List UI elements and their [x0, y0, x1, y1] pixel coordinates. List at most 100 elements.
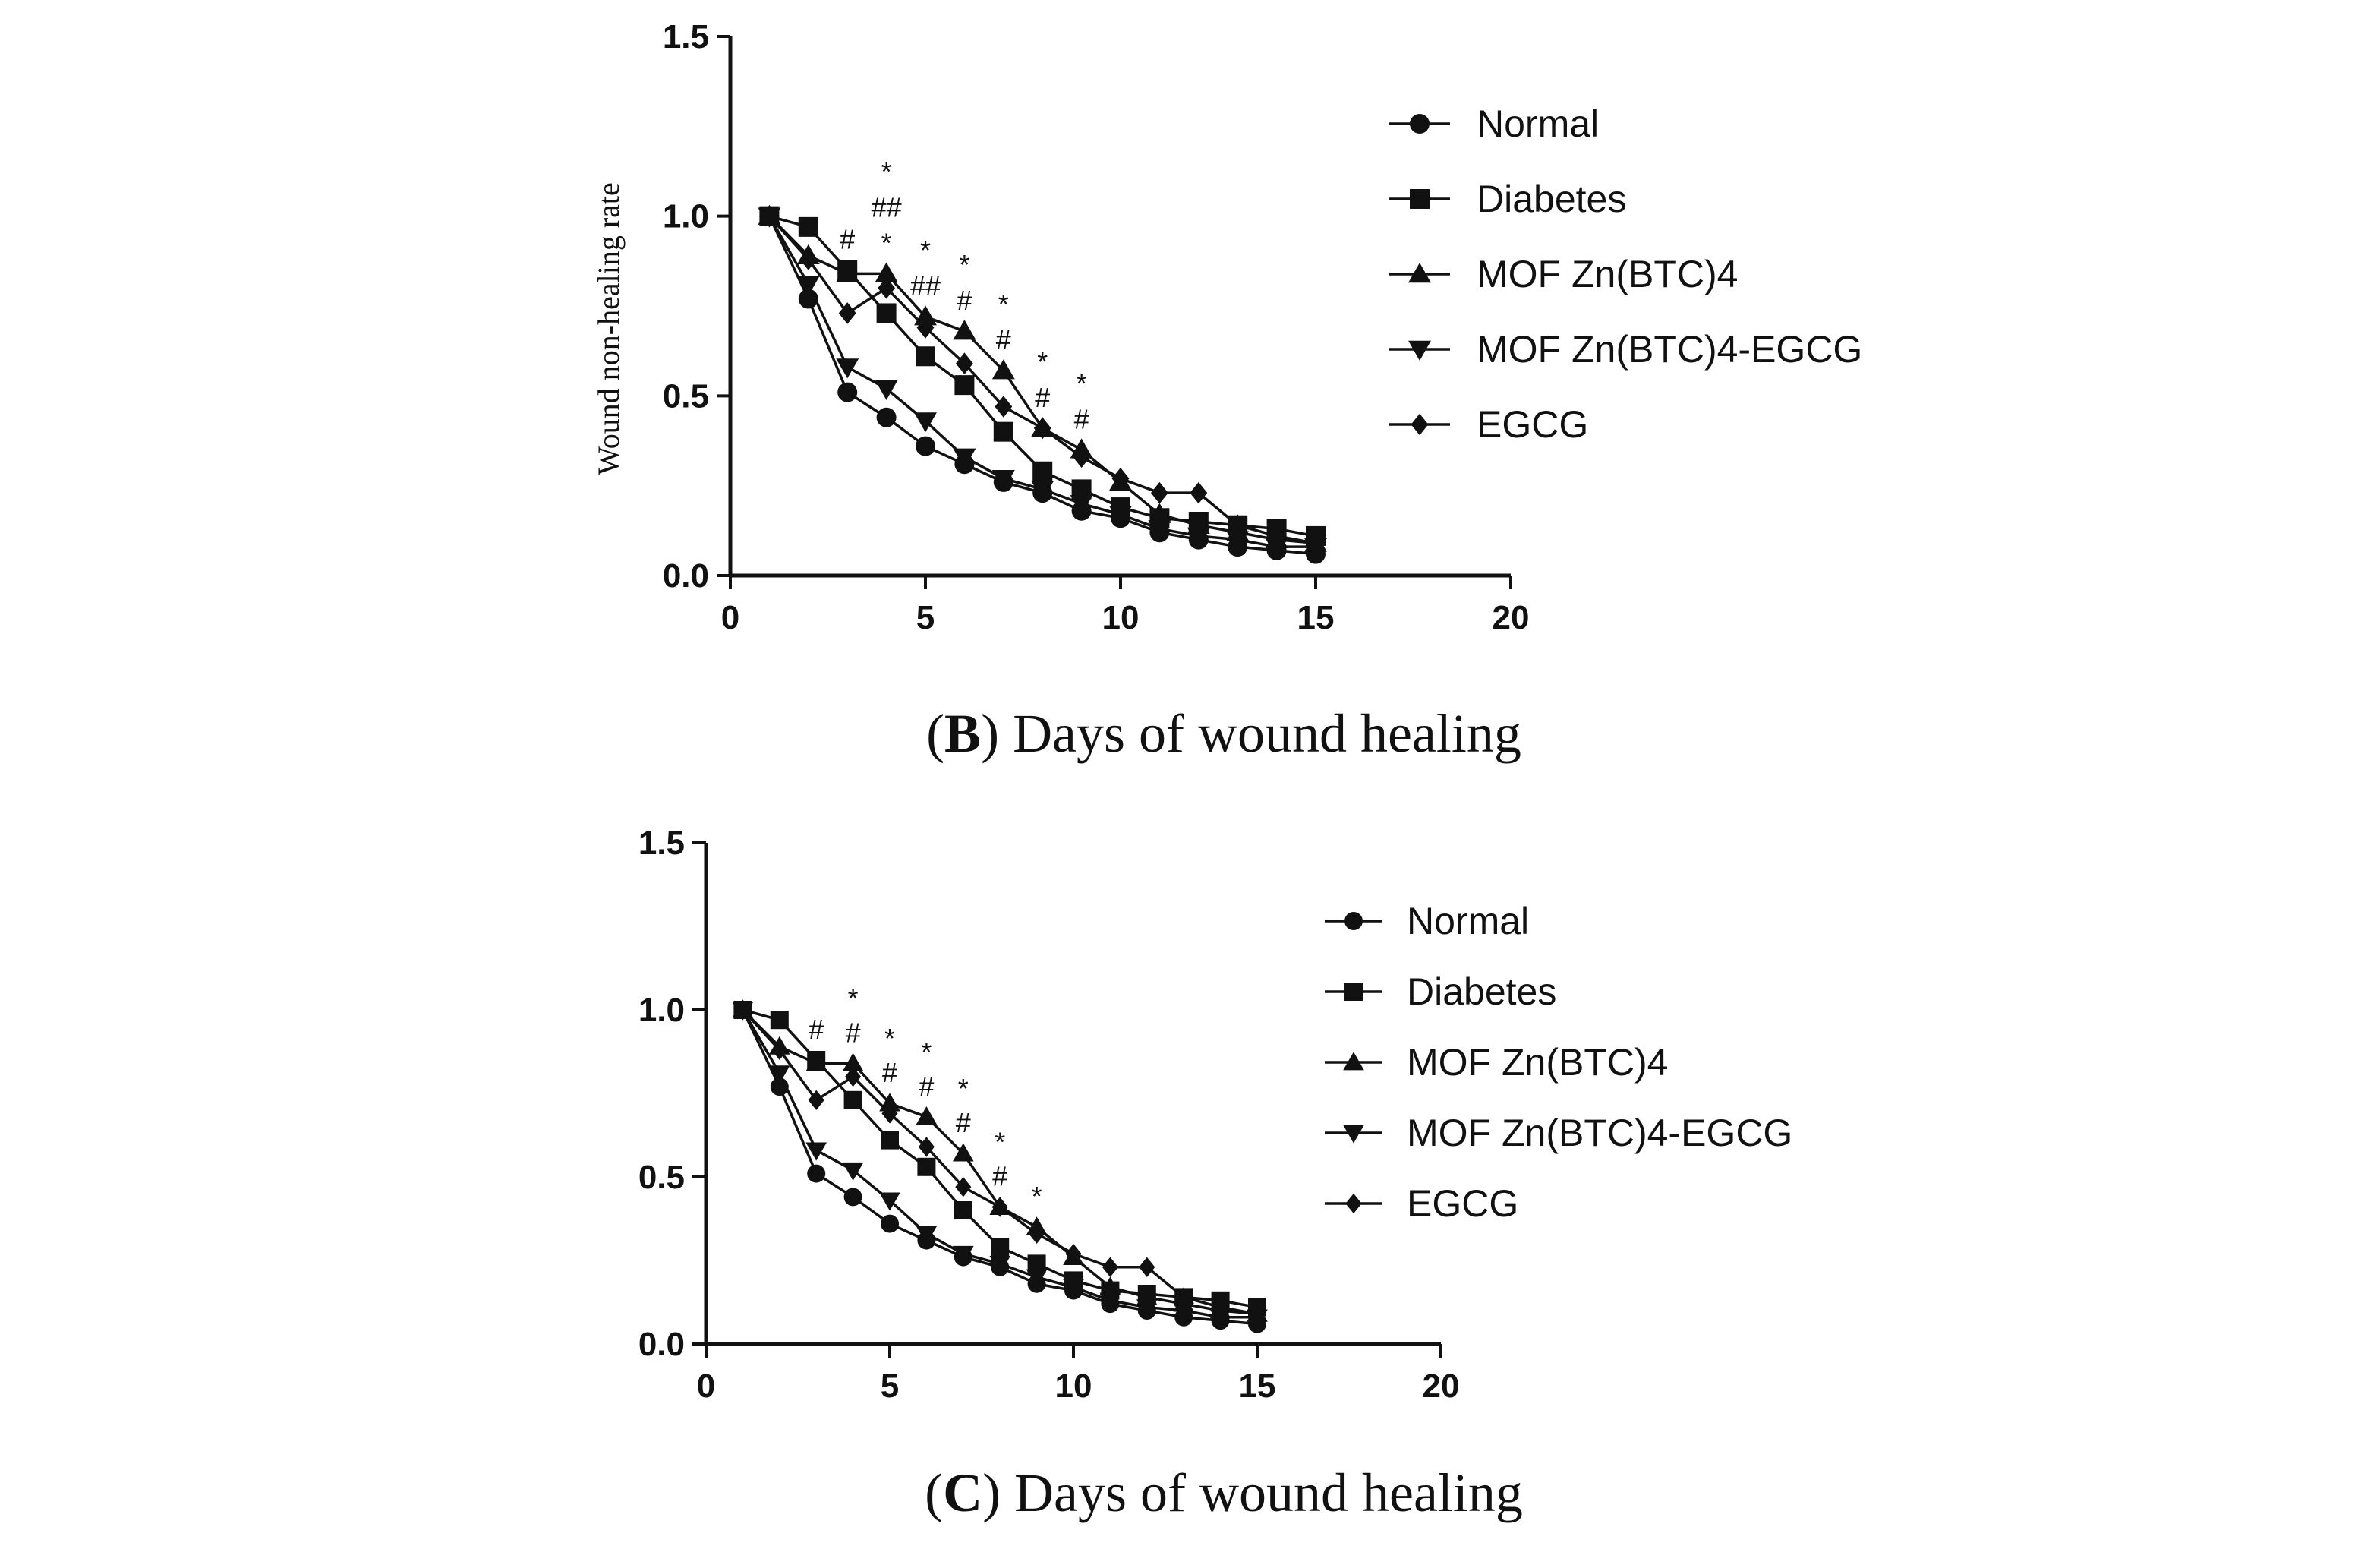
panel-c-point-egcg: [734, 999, 751, 1021]
panel-b-caption: (B) Days of wound healing: [926, 703, 1521, 764]
panel-b-point-mof-zn-btc-4-egcg: [991, 469, 1015, 491]
panel-c-point-mof-zn-btc-4-egcg: [1026, 1269, 1048, 1288]
panel-c-point-mof-zn-btc-4: [805, 1052, 827, 1071]
panel-b-point-mof-zn-btc-4-egcg: [1031, 481, 1054, 501]
panel-c-point-mof-zn-btc-4-egcg: [1099, 1292, 1121, 1311]
panel-c-point-mof-zn-btc-4-egcg: [805, 1142, 827, 1161]
panel-b-significance-mark: *: [1037, 346, 1048, 377]
panel-b-y-tick-label: 0.0: [663, 557, 709, 595]
panel-b-point-egcg: [1228, 514, 1247, 537]
panel-c-point-egcg: [1102, 1257, 1118, 1277]
panel-c-point-egcg: [881, 1103, 898, 1124]
panel-c-point-egcg: [1029, 1223, 1045, 1244]
panel-c-point-mof-zn-btc-4: [1099, 1276, 1121, 1295]
panel-c-legend-marker-diabetes: [1344, 983, 1363, 1001]
panel-c-x-tick-label: 0: [697, 1368, 715, 1405]
panel-b-point-mof-zn-btc-4-egcg: [1109, 506, 1132, 526]
panel-b-significance-mark: #: [840, 224, 855, 255]
panel-c-y-tick-label: 1.0: [638, 992, 685, 1029]
panel-c-point-egcg: [991, 1197, 1008, 1217]
panel-b-point-normal: [916, 436, 935, 456]
panel-c-point-egcg: [1212, 1297, 1229, 1317]
panel-c-y-tick-label: 1.5: [638, 825, 685, 862]
panel-c-significance-mark: #: [882, 1057, 897, 1088]
panel-b-significance-mark: *: [959, 249, 969, 280]
panel-c-legend-label: MOF Zn(BTC)4-EGCG: [1407, 1112, 1792, 1154]
panel-c-legend-label: Normal: [1407, 900, 1529, 942]
panel-b-significance-mark: #: [1035, 382, 1050, 413]
panel-c-significance-mark: #: [809, 1014, 824, 1045]
panel-b-point-mof-zn-btc-4: [991, 359, 1015, 380]
panel-c-legend-marker-egcg: [1345, 1193, 1362, 1214]
panel-c-caption: (C) Days of wound healing: [925, 1462, 1523, 1523]
panel-c-point-diabetes: [954, 1201, 972, 1219]
panel-c-legend-label: Diabetes: [1407, 970, 1556, 1013]
panel-b-point-egcg: [760, 205, 778, 227]
panel-c-y-tick-label: 0.0: [638, 1326, 685, 1363]
panel-b-x-tick-label: 10: [1102, 599, 1140, 636]
panel-c-point-diabetes: [917, 1157, 936, 1176]
panel-c-significance-mark: *: [884, 1023, 895, 1054]
panel-c-point-egcg: [918, 1137, 935, 1157]
panel-b-point-egcg: [1073, 446, 1091, 468]
panel-b-significance-mark: #: [957, 285, 972, 316]
panel-b-significance-mark: #: [1074, 403, 1089, 434]
panel-c-point-mof-zn-btc-4-egcg: [1063, 1279, 1084, 1298]
panel-b-x-tick-label: 15: [1297, 599, 1335, 636]
panel-c-point-egcg: [808, 1090, 824, 1110]
panel-b-significance-mark: ##: [872, 191, 902, 222]
panel-c-point-diabetes: [881, 1131, 899, 1150]
panel-b-point-mof-zn-btc-4-egcg: [875, 380, 898, 400]
panel-c-point-normal: [843, 1188, 862, 1207]
panel-b-legend-label: Diabetes: [1477, 178, 1626, 220]
panel-c-point-mof-zn-btc-4-egcg: [842, 1162, 864, 1181]
panel-c-point-diabetes: [770, 1011, 789, 1030]
panel-c-significance-mark: *: [921, 1036, 932, 1068]
panel-c-caption-letter: C: [943, 1462, 982, 1523]
panel-c-point-mof-zn-btc-4-egcg: [953, 1245, 974, 1264]
panel-b-legend-label: EGCG: [1477, 403, 1588, 446]
panel-c-point-mof-zn-btc-4-egcg: [1136, 1299, 1158, 1318]
panel-b-x-tick-label: 20: [1493, 599, 1530, 636]
panel-c-point-mof-zn-btc-4-egcg: [916, 1226, 938, 1245]
panel-b-point-egcg: [1150, 481, 1168, 504]
panel-c-significance-mark: #: [846, 1017, 861, 1048]
panel-b-legend-marker-mof-zn-btc-4-egcg: [1408, 340, 1431, 361]
panel-b-point-egcg: [1190, 481, 1208, 504]
panel-c-y-tick-label: 0.5: [638, 1159, 685, 1196]
panel-b-y-tick-label: 0.5: [663, 377, 709, 415]
panel-c-point-diabetes: [991, 1238, 1010, 1257]
panel-c-point-normal: [807, 1164, 826, 1183]
panel-b-point-mof-zn-btc-4-egcg: [914, 412, 937, 433]
panel-b-point-egcg: [1111, 467, 1130, 490]
panel-b-legend-marker-normal: [1410, 114, 1430, 134]
panel-c-significance-mark: *: [995, 1127, 1005, 1158]
panel-b-point-mof-zn-btc-4: [875, 262, 898, 282]
panel-c-point-mof-zn-btc-4: [842, 1052, 864, 1071]
panel-c-legend-marker-normal: [1344, 912, 1363, 930]
panel-c-legend-marker-mof-zn-btc-4-egcg: [1343, 1125, 1364, 1144]
panel-c-significance-mark: *: [848, 983, 859, 1014]
panel-b: 0.0 0.5 1.0 1.5 0 5 10 15 20 Wound non-healing ra…: [591, 18, 1862, 764]
panel-c-point-egcg: [1139, 1257, 1155, 1277]
panel-b-significance-mark: #: [996, 324, 1011, 355]
panel-c-point-mof-zn-btc-4-egcg: [769, 1065, 790, 1084]
panel-b-point-egcg: [955, 352, 973, 375]
panel-b-legend-marker-egcg: [1411, 413, 1429, 436]
panel-c-point-mof-zn-btc-4-egcg: [879, 1192, 900, 1211]
panel-b-point-mof-zn-btc-4-egcg: [1187, 527, 1210, 547]
panel-c-point-egcg: [1065, 1244, 1082, 1264]
panel-b-point-egcg: [1268, 525, 1286, 547]
panel-b-point-mof-zn-btc-4-egcg: [1148, 520, 1171, 541]
panel-b-point-egcg: [799, 248, 818, 270]
panel-c-significance-mark: *: [958, 1073, 969, 1104]
panel-b-significance-mark: *: [881, 156, 892, 187]
panel-c-point-egcg: [1249, 1304, 1266, 1324]
panel-b-y-axis-label: Wound non-healing rate: [591, 182, 626, 475]
panel-c-point-mof-zn-btc-4-egcg: [1173, 1302, 1194, 1321]
panel-c-point-egcg: [955, 1177, 972, 1197]
panel-c-point-mof-zn-btc-4: [916, 1106, 938, 1125]
panel-c-legend-label: EGCG: [1407, 1182, 1518, 1225]
panel-c-point-mof-zn-btc-4: [953, 1143, 974, 1162]
